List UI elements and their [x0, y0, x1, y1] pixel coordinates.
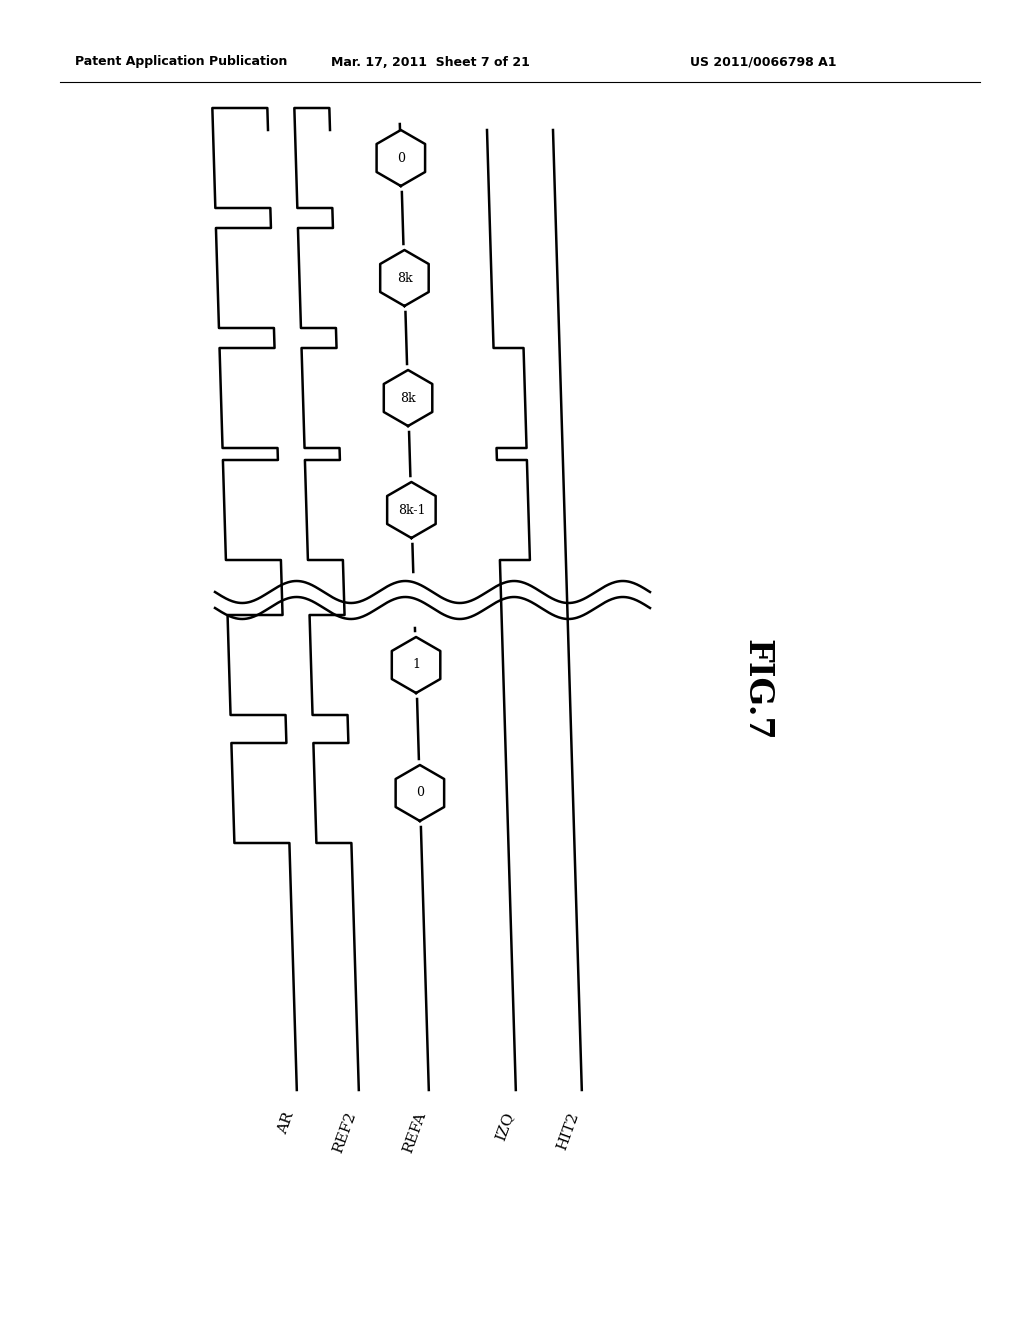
Text: FIG.7: FIG.7	[740, 639, 773, 741]
Text: 8k: 8k	[396, 272, 413, 285]
Text: HIT2: HIT2	[555, 1110, 582, 1151]
Text: REFA: REFA	[401, 1110, 429, 1155]
Text: Patent Application Publication: Patent Application Publication	[75, 55, 288, 69]
Text: 0: 0	[397, 152, 404, 165]
Text: 0: 0	[416, 787, 424, 800]
Text: 8k-1: 8k-1	[397, 503, 425, 516]
Text: AR: AR	[275, 1110, 297, 1137]
Text: Mar. 17, 2011  Sheet 7 of 21: Mar. 17, 2011 Sheet 7 of 21	[331, 55, 529, 69]
Text: IZQ: IZQ	[493, 1110, 516, 1142]
Text: US 2011/0066798 A1: US 2011/0066798 A1	[690, 55, 837, 69]
Text: 8k: 8k	[400, 392, 416, 404]
Text: REF2: REF2	[331, 1110, 358, 1155]
Text: 1: 1	[412, 659, 420, 672]
